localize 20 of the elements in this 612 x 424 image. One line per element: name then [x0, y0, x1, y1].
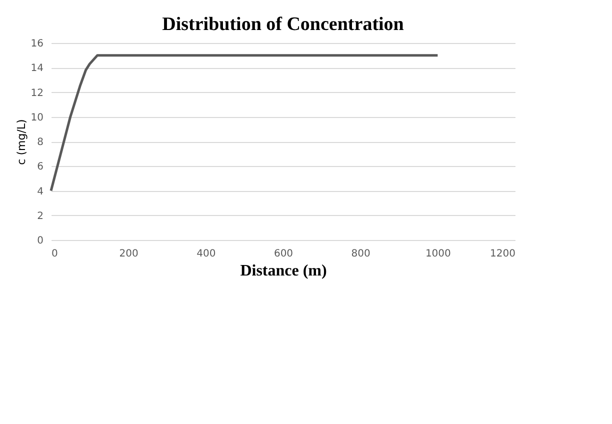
x-tick-label: 1200	[490, 248, 516, 260]
x-tick-label: 600	[274, 248, 294, 260]
y-tick-label: 16	[30, 38, 44, 50]
x-axis-title: Distance (m)	[240, 262, 327, 280]
x-tick-label: 400	[196, 248, 216, 260]
y-tick-label: 6	[37, 162, 44, 173]
y-tick-label: 2	[37, 210, 44, 222]
y-tick-label: 4	[37, 186, 44, 198]
x-tick-label: 0	[52, 248, 58, 260]
y-axis-title: c (mg/L)	[14, 119, 28, 165]
x-tick-label: 200	[119, 248, 138, 260]
chart-title: Distribution of Concentration	[162, 14, 404, 35]
x-tick-label: 1000	[425, 248, 451, 260]
y-tick-label: 8	[37, 137, 44, 148]
y-tick-label: 0	[37, 236, 44, 246]
y-tick-label: 10	[30, 112, 44, 124]
line-series	[50, 54, 439, 192]
y-tick-label: 12	[30, 88, 44, 99]
x-tick-label: 800	[351, 248, 370, 260]
y-tick-label: 14	[30, 63, 44, 74]
